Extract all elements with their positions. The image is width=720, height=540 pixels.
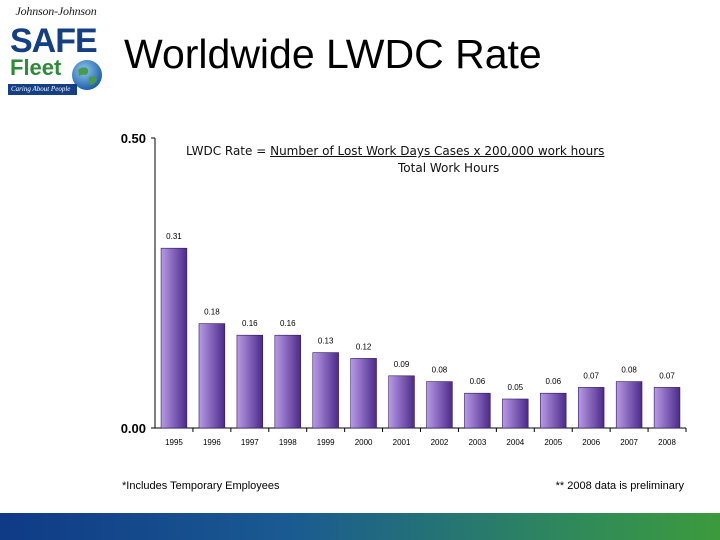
bar [653,387,681,429]
data-label: 0.09 [394,360,410,369]
bar [464,392,491,429]
x-tick-label: 1995 [165,438,183,447]
x-tick-label: 1998 [279,438,297,447]
x-tick-label: 1997 [241,438,259,447]
data-label: 0.05 [508,383,524,392]
bar [312,352,339,429]
bar [198,323,226,429]
data-label: 0.12 [356,342,372,351]
x-tick-label: 2001 [393,438,411,447]
logo-tagline: Caring About People [8,84,77,95]
x-tick-label: 2007 [620,438,638,447]
formula-denominator: Total Work Hours [398,161,500,175]
x-tick-label: 2002 [431,438,449,447]
formula-numerator: Number of Lost Work Days Cases x 200,000… [270,144,605,158]
data-label: 0.31 [166,232,182,241]
data-label: 0.08 [621,366,637,375]
bar [540,392,567,429]
bar [502,398,529,429]
company-logo: Johnson-Johnson SAFE Fleet Caring About … [4,4,108,100]
bar [388,375,415,429]
bar [577,387,605,429]
y-tick-label: 0.50 [121,131,146,146]
bar [350,358,377,429]
logo-safe-text: SAFE [10,22,98,60]
bar [274,334,301,429]
x-tick-label: 1996 [203,438,221,447]
x-tick-label: 2005 [544,438,562,447]
logo-fleet-text: Fleet [10,55,62,80]
x-tick-label: 2000 [355,438,373,447]
bar [615,381,643,429]
data-label: 0.16 [280,319,296,328]
x-tick-label: 2008 [658,438,676,447]
logo-brand-text: Johnson-Johnson [15,4,97,18]
data-label: 0.06 [545,377,561,386]
footer-bar [0,513,720,540]
data-label: 0.13 [318,337,334,346]
x-tick-label: 1999 [317,438,335,447]
x-tick-label: 2004 [506,438,524,447]
x-tick-label: 2006 [582,438,600,447]
x-tick-label: 2003 [468,438,486,447]
footnote-temporary-employees: *Includes Temporary Employees [122,480,280,492]
page-title: Worldwide LWDC Rate [124,31,542,77]
bar [236,334,264,429]
data-label: 0.07 [583,371,599,380]
data-label: 0.18 [204,308,220,317]
data-label: 0.06 [470,377,486,386]
globe-icon [72,60,102,90]
formula-prefix: LWDC Rate = [186,144,271,158]
data-label: 0.08 [432,366,448,375]
bar [160,247,188,429]
y-tick-label: 0.00 [121,421,146,436]
lwdc-formula: LWDC Rate = Number of Lost Work Days Cas… [186,144,656,175]
data-label: 0.07 [659,371,675,380]
footnote-preliminary-data: ** 2008 data is preliminary [555,480,684,492]
data-label: 0.16 [242,319,258,328]
bar [426,381,453,429]
